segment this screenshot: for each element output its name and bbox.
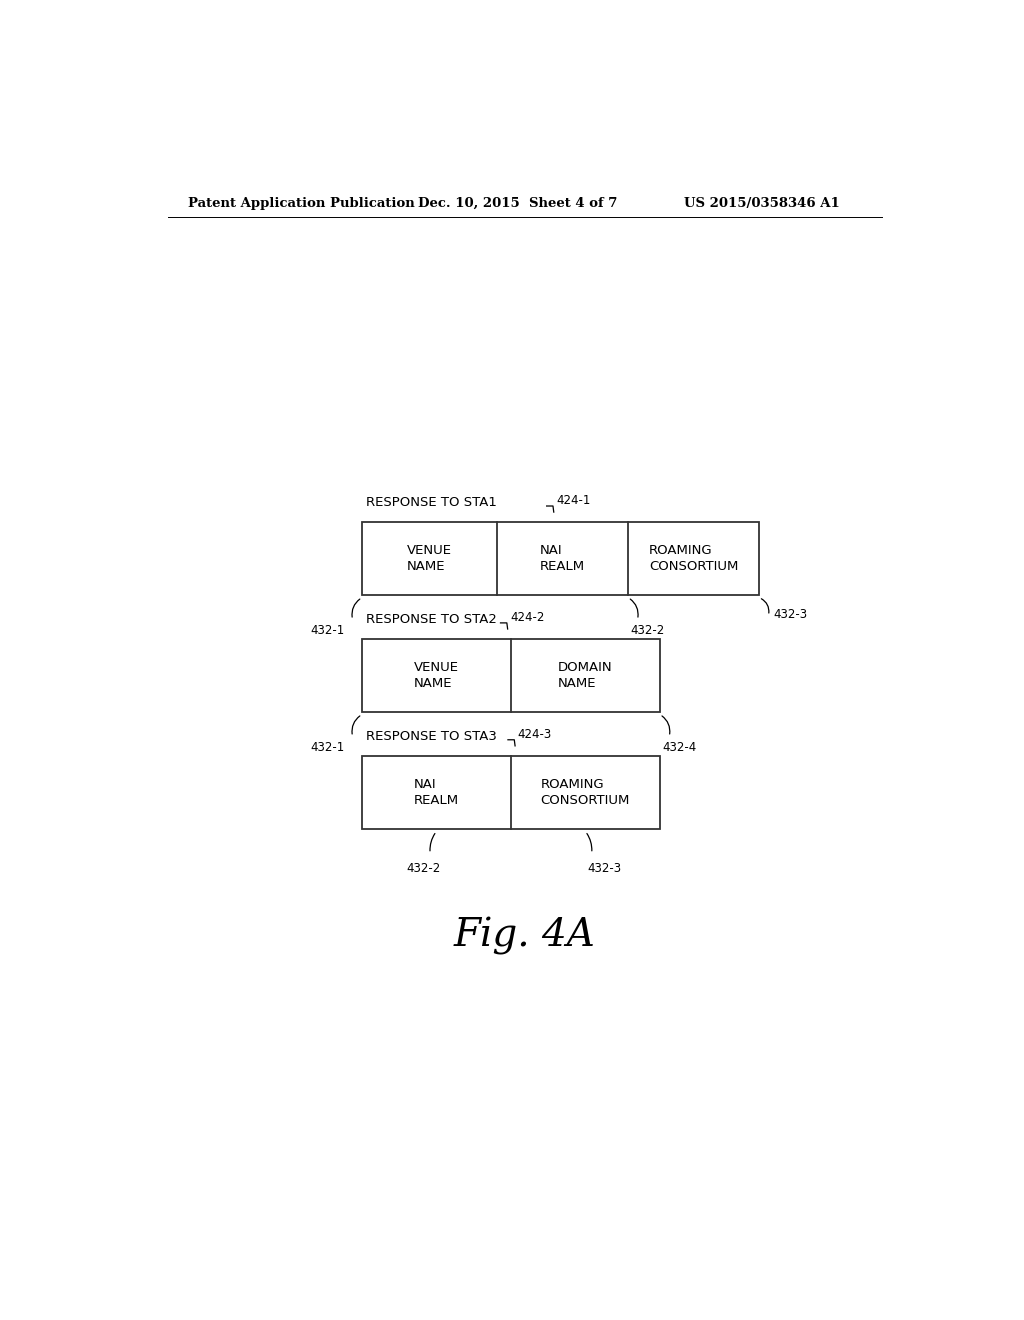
Bar	[362, 639, 659, 713]
Text: ROAMING
CONSORTIUM: ROAMING CONSORTIUM	[649, 544, 738, 573]
Text: RESPONSE TO STA1: RESPONSE TO STA1	[367, 496, 497, 510]
Text: 432-1: 432-1	[310, 624, 345, 638]
Text: RESPONSE TO STA2: RESPONSE TO STA2	[367, 612, 497, 626]
Text: US 2015/0358346 A1: US 2015/0358346 A1	[684, 197, 840, 210]
Text: ROAMING
CONSORTIUM: ROAMING CONSORTIUM	[541, 777, 630, 807]
Text: RESPONSE TO STA3: RESPONSE TO STA3	[367, 730, 497, 743]
Text: 432-2: 432-2	[407, 862, 440, 875]
Text: 424-3: 424-3	[517, 727, 552, 741]
Text: NAI
REALM: NAI REALM	[540, 544, 585, 573]
Text: VENUE
NAME: VENUE NAME	[408, 544, 452, 573]
Text: 424-2: 424-2	[510, 611, 545, 624]
Text: 432-4: 432-4	[663, 741, 696, 754]
Text: 432-3: 432-3	[588, 862, 622, 875]
Text: Dec. 10, 2015  Sheet 4 of 7: Dec. 10, 2015 Sheet 4 of 7	[418, 197, 617, 210]
Text: 424-1: 424-1	[556, 494, 591, 507]
Bar	[362, 523, 759, 595]
Text: NAI
REALM: NAI REALM	[414, 777, 459, 807]
Bar	[362, 756, 659, 829]
Text: VENUE
NAME: VENUE NAME	[414, 661, 459, 690]
Text: 432-2: 432-2	[631, 624, 665, 638]
Text: DOMAIN
NAME: DOMAIN NAME	[558, 661, 612, 690]
Text: 432-1: 432-1	[310, 741, 345, 754]
Text: Fig. 4A: Fig. 4A	[454, 917, 596, 954]
Text: Patent Application Publication: Patent Application Publication	[187, 197, 415, 210]
Text: 432-3: 432-3	[773, 607, 807, 620]
